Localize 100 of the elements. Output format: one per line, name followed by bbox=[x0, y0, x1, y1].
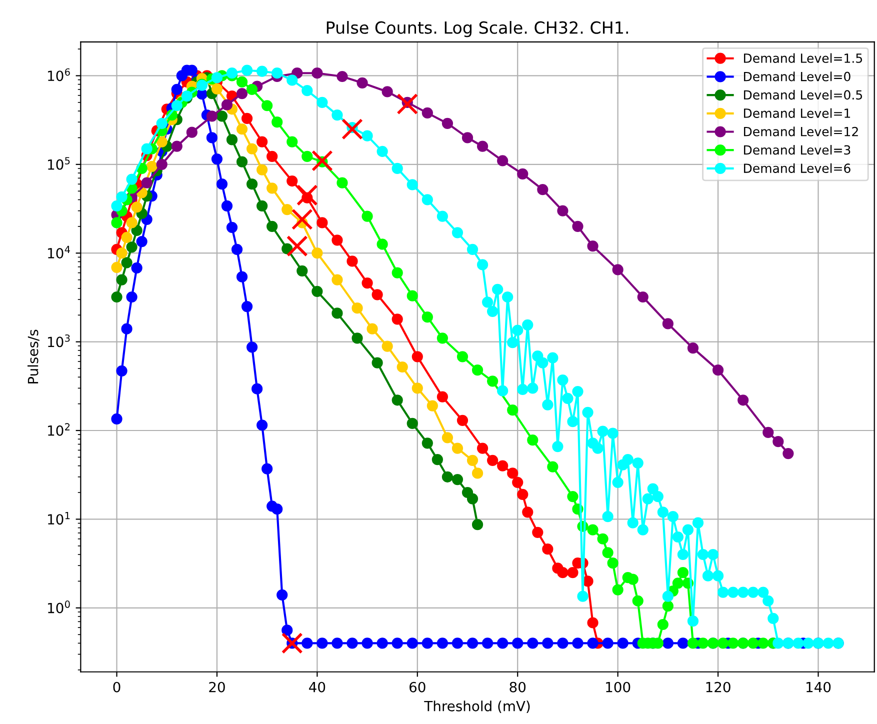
point bbox=[356, 77, 368, 88]
point bbox=[382, 86, 393, 98]
point bbox=[497, 460, 508, 472]
point bbox=[312, 286, 323, 297]
x-tick-label: 80 bbox=[510, 682, 526, 692]
point bbox=[266, 220, 278, 232]
point bbox=[156, 136, 168, 148]
point bbox=[372, 289, 383, 300]
point bbox=[342, 118, 363, 140]
point bbox=[221, 99, 233, 110]
x-tick-label: 40 bbox=[309, 682, 326, 692]
point bbox=[116, 248, 128, 259]
point bbox=[412, 351, 423, 362]
point bbox=[426, 400, 438, 412]
point bbox=[396, 93, 418, 115]
point bbox=[542, 544, 554, 555]
point bbox=[442, 471, 454, 482]
point bbox=[452, 442, 464, 454]
chart-title: Pulse Counts. Log Scale. CH32. CH1. bbox=[326, 20, 628, 38]
x-tick-label: 20 bbox=[209, 682, 225, 692]
y-tick-label: 10$^{3}$ bbox=[48, 334, 70, 348]
point bbox=[336, 70, 348, 82]
point bbox=[316, 217, 328, 228]
point bbox=[186, 126, 198, 138]
point bbox=[442, 118, 454, 129]
point bbox=[241, 112, 253, 124]
point bbox=[462, 132, 474, 144]
legend-label: Demand Level=3 bbox=[744, 144, 850, 155]
point bbox=[382, 340, 393, 352]
point bbox=[246, 178, 258, 190]
point bbox=[236, 156, 248, 168]
point bbox=[352, 332, 363, 344]
point bbox=[312, 68, 323, 79]
point bbox=[246, 143, 258, 154]
point bbox=[762, 426, 774, 438]
point bbox=[662, 318, 674, 330]
point bbox=[311, 150, 333, 172]
legend-label: Demand Level=12 bbox=[744, 126, 858, 136]
x-tick-label: 120 bbox=[706, 682, 730, 692]
point bbox=[452, 474, 464, 486]
point bbox=[567, 567, 578, 578]
point bbox=[332, 308, 343, 319]
point bbox=[396, 361, 408, 373]
point bbox=[206, 110, 218, 122]
point bbox=[256, 200, 268, 212]
point bbox=[131, 202, 142, 213]
point bbox=[292, 68, 303, 79]
point bbox=[126, 242, 138, 253]
point bbox=[422, 107, 433, 119]
y-tick-label: 10$^{1}$ bbox=[48, 512, 70, 525]
point bbox=[412, 382, 423, 394]
point bbox=[296, 184, 318, 206]
point bbox=[557, 205, 568, 216]
point bbox=[612, 264, 624, 276]
point bbox=[286, 175, 298, 187]
point bbox=[392, 314, 403, 325]
point bbox=[687, 342, 699, 354]
point bbox=[406, 418, 418, 430]
point bbox=[372, 357, 383, 368]
point bbox=[256, 164, 268, 176]
point bbox=[216, 110, 228, 122]
point bbox=[476, 442, 488, 454]
point bbox=[738, 394, 749, 406]
x-axis-title: Threshold (mV) bbox=[424, 700, 530, 713]
point bbox=[782, 448, 794, 460]
point bbox=[126, 217, 138, 228]
point bbox=[587, 617, 598, 628]
point bbox=[111, 262, 122, 273]
point bbox=[116, 274, 128, 286]
point bbox=[266, 182, 278, 194]
point bbox=[512, 476, 524, 488]
point bbox=[712, 364, 724, 376]
point bbox=[352, 302, 363, 314]
point bbox=[522, 506, 534, 518]
point bbox=[442, 432, 454, 444]
y-axis-title: Pulses/s bbox=[28, 330, 40, 384]
point bbox=[517, 488, 528, 500]
point bbox=[282, 243, 293, 254]
point bbox=[156, 158, 168, 170]
x-tick-label: 140 bbox=[806, 682, 831, 692]
point bbox=[476, 140, 488, 152]
point bbox=[466, 493, 478, 504]
point bbox=[422, 438, 433, 449]
point bbox=[146, 160, 158, 172]
legend-label: Demand Level=1.5 bbox=[744, 53, 862, 63]
point bbox=[332, 274, 343, 286]
point bbox=[497, 155, 508, 166]
point bbox=[436, 391, 448, 402]
point bbox=[266, 150, 278, 162]
point bbox=[171, 140, 182, 152]
point bbox=[507, 468, 518, 479]
y-tick-label: 10$^{2}$ bbox=[48, 423, 70, 436]
point bbox=[587, 240, 598, 252]
point bbox=[537, 184, 548, 196]
point bbox=[141, 177, 152, 188]
point bbox=[312, 248, 323, 259]
point bbox=[111, 291, 122, 303]
point bbox=[532, 526, 544, 538]
point bbox=[296, 265, 308, 276]
point bbox=[637, 291, 648, 303]
